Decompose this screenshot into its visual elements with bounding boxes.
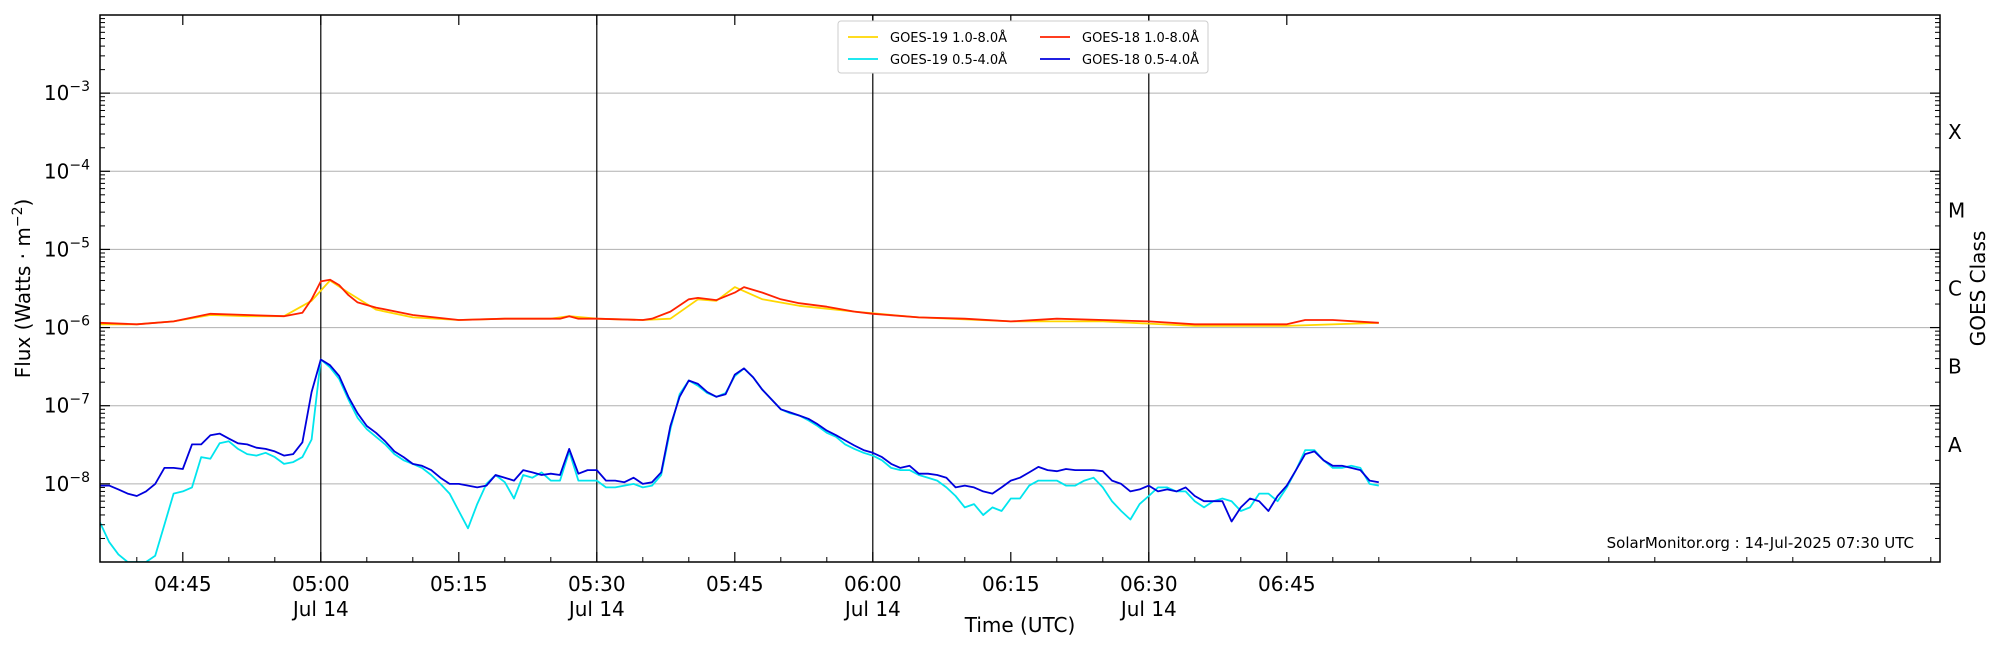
y-axis-title-exponent: −2	[10, 207, 26, 228]
y-tick-label-exponent: −3	[69, 79, 90, 95]
y-tick-label-exponent: −7	[69, 392, 90, 408]
x-tick-date-label: Jul 14	[567, 597, 625, 621]
y-axis-title: Flux (Watts · m−2)	[10, 199, 35, 379]
x-tick-label: 06:15	[982, 572, 1040, 596]
legend-label: GOES-18 1.0-8.0Å	[1082, 30, 1199, 46]
legend-box	[837, 20, 1209, 74]
y-tick-label-base: 10	[44, 472, 69, 496]
x-tick-label: 05:00	[292, 572, 350, 596]
legend-label: GOES-19 0.5-4.0Å	[890, 52, 1007, 68]
y-tick-label-base: 10	[44, 316, 69, 340]
series-line-2	[100, 278, 1379, 326]
legend: GOES-19 1.0-8.0Å GOES-19 0.5-4.0Å GOES-18 …	[837, 20, 1209, 74]
x-tick-label: 05:30	[568, 572, 626, 596]
x-tick-date-label: Jul 14	[291, 597, 349, 621]
y2-axis-title: GOES Class	[1966, 231, 1990, 347]
y-tick-label-exponent: −8	[69, 470, 90, 486]
goes-class-label: M	[1948, 198, 1965, 222]
x-tick-label: 06:00	[844, 572, 902, 596]
y-tick-label: 10−5	[44, 235, 90, 261]
y-tick-label-exponent: −5	[69, 235, 90, 251]
x-axis-title: Time (UTC)	[964, 613, 1076, 637]
x-tick-label: 05:45	[706, 572, 764, 596]
x-tick-label: 04:45	[154, 572, 212, 596]
y-axis-title-close: )	[11, 199, 35, 207]
series-line-3	[100, 358, 1379, 562]
y-tick-label-base: 10	[44, 159, 69, 183]
legend-label: GOES-18 0.5-4.0Å	[1082, 52, 1199, 68]
series-line-1	[100, 279, 1379, 327]
series-layer	[100, 278, 1379, 562]
y-tick-label-base: 10	[44, 237, 69, 261]
legend-label: GOES-19 1.0-8.0Å	[890, 30, 1007, 46]
x-tick-label: 05:15	[430, 572, 488, 596]
credit-annotation: SolarMonitor.org : 14-Jul-2025 07:30 UTC	[1607, 534, 1914, 552]
x-tick-date-label: Jul 14	[1119, 597, 1177, 621]
x-tick-date-label: Jul 14	[843, 597, 901, 621]
goes-class-label: C	[1948, 277, 1962, 301]
x-tick-label: 06:30	[1120, 572, 1178, 596]
tick-layer	[100, 15, 1940, 562]
y-tick-label: 10−6	[44, 314, 90, 340]
y-tick-label-base: 10	[44, 394, 69, 418]
y-tick-label-exponent: −4	[69, 157, 90, 173]
y-axis-title-main: Flux (Watts · m	[11, 227, 35, 378]
goes-class-label: A	[1948, 433, 1962, 457]
goes-class-label: X	[1948, 120, 1962, 144]
y-tick-label-base: 10	[44, 81, 69, 105]
x-tick-label: 06:45	[1258, 572, 1316, 596]
y-tick-label: 10−3	[44, 79, 90, 105]
grid-layer	[100, 92, 1940, 485]
goes-class-label: B	[1948, 355, 1962, 379]
y-tick-label: 10−4	[44, 157, 90, 183]
y-tick-label: 10−8	[44, 470, 90, 496]
series-line-4	[100, 358, 1379, 523]
plot-frame	[99, 14, 1941, 563]
y-tick-label-exponent: −6	[69, 314, 90, 330]
y-tick-label: 10−7	[44, 392, 90, 418]
